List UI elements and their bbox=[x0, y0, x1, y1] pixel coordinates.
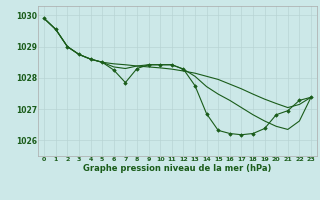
X-axis label: Graphe pression niveau de la mer (hPa): Graphe pression niveau de la mer (hPa) bbox=[84, 164, 272, 173]
